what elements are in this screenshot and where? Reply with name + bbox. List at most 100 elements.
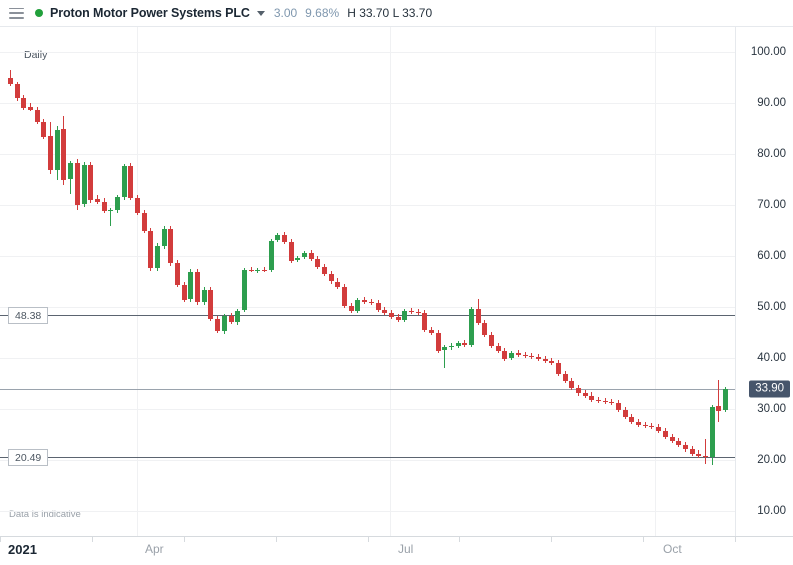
candle-body [462, 342, 467, 345]
gridline-horizontal [0, 52, 735, 54]
price-level-tag[interactable]: 48.38 [8, 307, 49, 325]
candle-body [282, 234, 287, 242]
date-axis-tick-mark [735, 537, 736, 542]
candle-body [82, 165, 87, 205]
candle-body [476, 308, 481, 324]
chart-plot-area[interactable]: Daily Data is indicative 48.38 20.49 [0, 27, 735, 536]
candle-body [309, 252, 314, 260]
candle-body [449, 345, 454, 347]
date-axis-tick: 2021 [8, 542, 37, 557]
candle-body [295, 258, 300, 261]
price-change-absolute: 3.00 [273, 6, 298, 20]
candle-body [322, 267, 327, 275]
price-axis-tick: 40.00 [757, 351, 786, 364]
price-axis-tick: 80.00 [757, 148, 786, 161]
current-price-badge: 33.90 [749, 380, 790, 398]
candle-body [182, 284, 187, 300]
candle-body [549, 360, 554, 363]
gridline-horizontal [0, 408, 735, 410]
candle-body [215, 319, 220, 332]
price-level-tag[interactable]: 20.49 [8, 449, 49, 467]
candle-wick [30, 103, 31, 112]
gridline-horizontal [0, 306, 735, 308]
candle-body [329, 274, 334, 282]
candle-body [696, 453, 701, 456]
price-axis[interactable]: 100.00 90.00 80.00 70.00 60.00 50.00 40.00 30.0… [735, 27, 793, 536]
candle-wick [371, 298, 372, 305]
candle-body [663, 431, 668, 438]
date-axis-tick-mark [643, 537, 644, 542]
disclaimer-text: Data is indicative [9, 509, 81, 520]
current-price-line [0, 388, 735, 390]
date-axis-tick-mark [551, 537, 552, 542]
candle-body [609, 401, 614, 403]
price-axis-tick: 50.00 [757, 300, 786, 313]
candle-body [61, 128, 66, 180]
candle-body [482, 323, 487, 336]
candle-body [616, 402, 621, 410]
candle-body [469, 308, 474, 345]
price-change-percent: 9.68% [305, 6, 340, 20]
candle-body [115, 197, 120, 211]
candle-body [195, 272, 200, 302]
candle-body [135, 198, 140, 214]
candle-body [690, 449, 695, 454]
candle-body [429, 330, 434, 334]
gridline-horizontal [0, 205, 735, 207]
candle-body [643, 425, 648, 427]
date-axis-tick: Oct [663, 542, 682, 556]
interval-label: Daily [24, 49, 48, 61]
candle-body [509, 352, 514, 358]
candle-body [496, 345, 501, 351]
candle-body [75, 163, 80, 206]
candle-body [102, 202, 107, 212]
candle-body [389, 313, 394, 318]
candle-body [41, 121, 46, 137]
candle-body [188, 272, 193, 299]
candle-body [629, 416, 634, 422]
candle-body [229, 316, 234, 323]
price-axis-tick: 30.00 [757, 402, 786, 415]
date-axis[interactable]: 2021 Apr Jul Oct [0, 536, 793, 565]
candle-body [456, 342, 461, 346]
candle-wick [10, 70, 11, 86]
price-axis-tick: 10.00 [757, 504, 786, 517]
price-level-line[interactable] [0, 315, 735, 317]
candle-body [376, 302, 381, 310]
candle-body [583, 393, 588, 396]
gridline-horizontal [0, 256, 735, 258]
price-level-line[interactable] [0, 457, 735, 459]
candle-body [175, 263, 180, 285]
gridline-vertical [390, 27, 391, 536]
date-axis-tick: Apr [145, 542, 164, 556]
candle-body [563, 374, 568, 382]
candle-body [569, 381, 574, 389]
gridline-horizontal [0, 459, 735, 461]
chevron-down-icon[interactable] [256, 10, 265, 16]
candle-body [142, 213, 147, 231]
hamburger-icon[interactable] [9, 7, 24, 19]
candle-body [396, 317, 401, 321]
candle-body [349, 305, 354, 311]
candle-body [676, 441, 681, 446]
date-axis-tick-mark [92, 537, 93, 542]
candle-body [523, 354, 528, 356]
candle-body [108, 210, 113, 212]
candle-body [255, 270, 260, 272]
candle-body [649, 426, 654, 428]
date-axis-tick: Jul [398, 542, 414, 556]
candle-body [556, 362, 561, 375]
gridline-vertical [655, 27, 656, 536]
candle-wick [110, 208, 111, 226]
candle-body [162, 228, 167, 246]
high-low-values: H 33.70 L 33.70 [347, 6, 433, 20]
gridline-vertical [137, 27, 138, 536]
chart-header: Proton Motor Power Systems PLC 3.00 9.68… [0, 0, 793, 27]
candle-body [28, 107, 33, 111]
candle-body [8, 77, 13, 84]
candle-body [335, 281, 340, 287]
candle-body [362, 299, 367, 302]
candle-wick [411, 307, 412, 315]
candle-body [148, 230, 153, 269]
candle-wick [718, 380, 719, 422]
